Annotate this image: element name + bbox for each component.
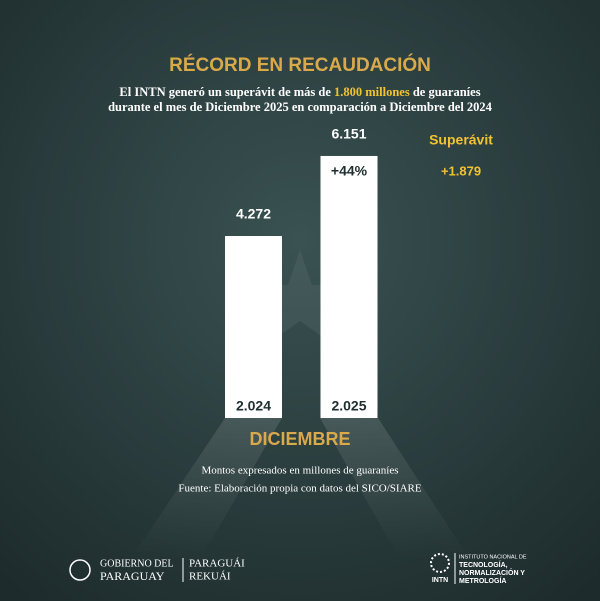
growth-label: +44% [331,163,368,179]
category-label: 2.024 [236,398,271,414]
gov-seal [69,559,91,581]
motto-text: REKUÁI [189,571,231,583]
intn-text: TECNOLOGÍA, [459,560,508,569]
subtitle: El INTN generó un superávit de más de 1.… [119,85,480,99]
gov-text: GOBIERNO DEL [100,558,174,569]
value-label: 4.272 [236,206,271,222]
footer: GOBIERNO DEL PARAGUAY PARAGUÁI REKUÁI IN… [69,553,527,585]
note: Fuente: Elaboración propia con datos del… [178,483,421,495]
intn-short: INTN [432,577,448,584]
note: Montos expresados en millones de guaraní… [201,465,398,477]
subtitle-highlight: 1.800 millones [334,85,410,99]
bar [320,155,378,418]
subtitle: durante el mes de Diciembre 2025 en comp… [108,100,493,114]
intn-text: INSTITUTO NACIONAL DE [459,554,527,560]
surplus-value: +1.879 [441,163,481,178]
bar [225,236,282,418]
surplus-label: Superávit [429,132,493,148]
subtitle-text: de guaraníes [413,85,481,99]
title: RÉCORD EN RECAUDACIÓN [169,54,431,76]
value-label: 6.151 [331,126,366,142]
subtitle-text: El INTN generó un superávit de más de [119,85,331,99]
x-axis-label: DICIEMBRE [249,429,350,449]
intn-logo [430,553,450,573]
intn-text: METROLOGÍA [459,576,506,585]
light-beam [130,418,282,560]
star-watermark [250,250,350,343]
category-label: 2.025 [331,398,366,414]
gov-text: PARAGUAY [100,569,165,583]
light-beam [320,418,470,560]
motto-text: PARAGUÁI [189,558,245,570]
intn-text: NORMALIZACIÓN Y [459,568,525,577]
